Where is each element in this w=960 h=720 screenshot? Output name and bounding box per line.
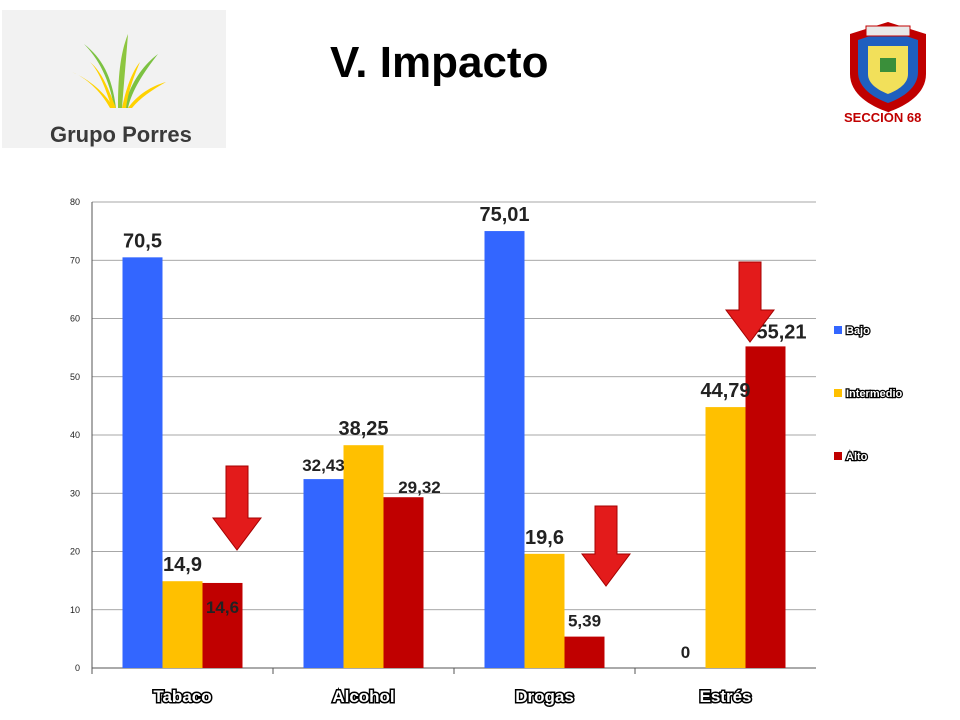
data-label: 32,43 [302,456,345,475]
category-label: Estrés [700,687,752,706]
bar [524,553,565,668]
bar [303,479,344,668]
legend-label: Intermedio [846,388,903,400]
legend-label: Bajo [846,325,870,337]
page-title: V. Impacto [330,38,549,87]
y-tick-label: 50 [70,372,80,382]
category-label: Drogas [515,687,574,706]
bar [745,346,786,668]
seccion-68-logo: SECCIÓN 68 [836,18,940,130]
y-tick-label: 70 [70,255,80,265]
bar [162,581,203,668]
bar [484,231,525,668]
category-label: Tabaco [153,687,211,706]
down-arrow-annotation [581,505,631,587]
y-tick-label: 80 [70,197,80,207]
bar [564,636,605,668]
data-label: 19,6 [525,527,564,549]
y-tick-label: 10 [70,605,80,615]
data-label: 75,01 [479,204,529,226]
shield-crest-icon [850,22,926,112]
data-label: 14,9 [163,554,202,576]
bar [343,445,384,668]
data-label: 5,39 [568,612,601,631]
y-tick-label: 20 [70,547,80,557]
agave-logo-icon [72,34,166,108]
data-label: 55,21 [756,321,806,343]
bar [122,257,163,668]
down-arrow-annotation [212,465,262,551]
y-tick-label: 40 [70,430,80,440]
category-label: Alcohol [332,687,394,706]
bar [383,497,424,668]
data-label: 44,79 [700,380,750,402]
bar [705,407,746,668]
grupo-porres-logo: Grupo Porres [2,10,226,148]
data-label: 0 [681,643,690,662]
legend-label: Alto [846,451,868,463]
data-label: 38,25 [338,418,388,440]
legend-swatch [834,326,842,334]
y-tick-label: 60 [70,314,80,324]
seccion-68-label: SECCIÓN 68 [844,110,922,125]
data-label: 29,32 [398,478,441,497]
legend-swatch [834,452,842,460]
data-label: 14,6 [206,598,239,617]
bar [202,582,243,668]
y-tick-label: 0 [75,663,80,673]
legend-swatch [834,389,842,397]
y-tick-label: 30 [70,488,80,498]
grupo-porres-wordmark: Grupo Porres [50,122,192,147]
data-label: 70,5 [123,230,162,252]
down-arrow-annotation [725,261,775,343]
